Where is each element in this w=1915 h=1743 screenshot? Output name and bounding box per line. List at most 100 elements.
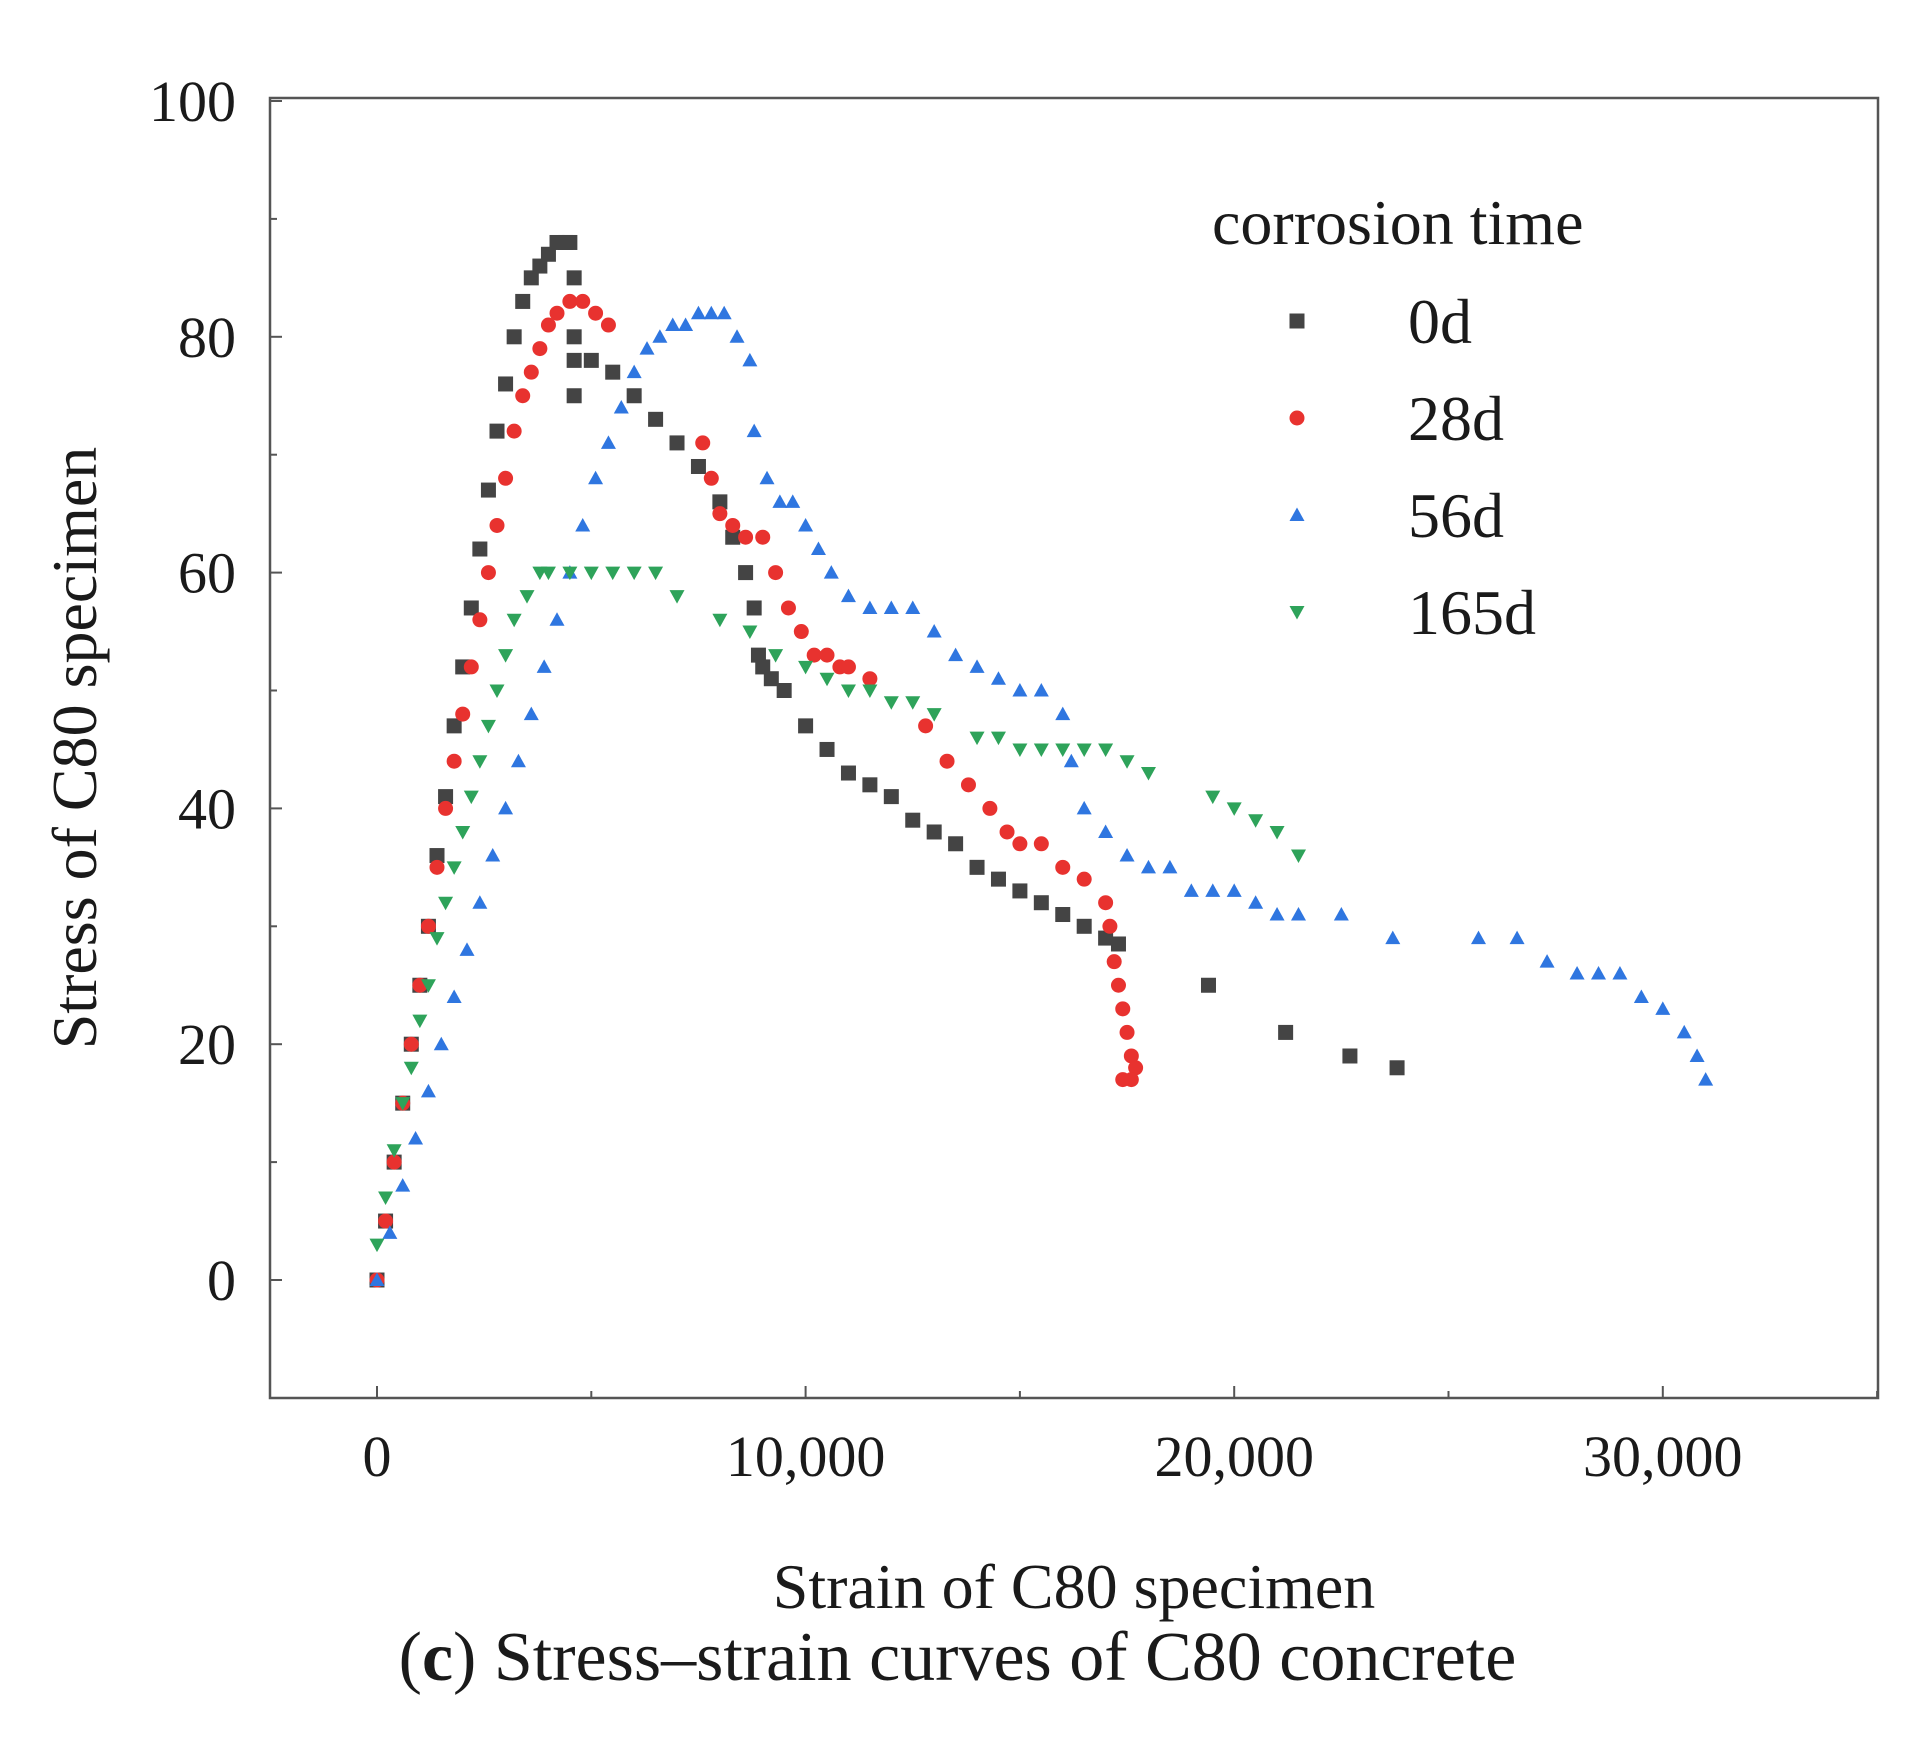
data-point <box>510 753 526 768</box>
data-point <box>798 517 814 532</box>
data-point <box>523 706 539 721</box>
y-tick-label: 60 <box>178 541 236 606</box>
data-point <box>690 305 706 320</box>
data-point <box>446 753 462 769</box>
data-point <box>823 565 839 579</box>
data-point <box>862 671 878 687</box>
data-point <box>926 624 942 638</box>
data-point <box>905 600 921 614</box>
data-point <box>583 352 599 368</box>
data-point <box>725 529 741 545</box>
data-point <box>1055 907 1071 923</box>
data-point <box>523 364 539 380</box>
data-point <box>1033 743 1049 757</box>
data-point <box>459 942 475 956</box>
data-point <box>420 1083 436 1098</box>
stress-strain-chart: 0 20 40 60 80 100 0 10,000 20,000 30,000 corrosi… <box>39 69 1880 1622</box>
plot-frame <box>268 96 1880 1400</box>
data-point <box>1569 965 1585 980</box>
data-point <box>605 566 621 581</box>
data-point <box>703 470 719 486</box>
data-point <box>1115 1001 1131 1017</box>
x-tick-label: 20,000 <box>1154 1424 1314 1489</box>
data-point <box>840 588 856 603</box>
data-point <box>768 565 784 581</box>
data-point <box>472 541 488 557</box>
data-point <box>1385 930 1401 945</box>
x-tick-label: 30,000 <box>1583 1424 1743 1489</box>
legend-label: 56d <box>1408 480 1504 551</box>
data-point <box>498 649 514 663</box>
caption-open-paren: ( <box>398 1619 422 1696</box>
data-point <box>1123 1072 1139 1088</box>
data-point <box>532 341 548 357</box>
data-point <box>489 423 505 439</box>
data-point <box>1119 1024 1135 1040</box>
data-point <box>506 423 522 439</box>
caption-close-paren: ) <box>453 1619 477 1696</box>
data-point <box>695 435 711 451</box>
data-point <box>948 836 964 852</box>
data-point <box>1110 977 1126 993</box>
data-point <box>519 590 535 604</box>
y-tick-label: 100 <box>149 69 236 134</box>
data-point <box>1205 790 1221 805</box>
data-point <box>862 600 878 614</box>
caption-text: Stress–strain curves of C80 concrete <box>476 1619 1517 1696</box>
data-point <box>746 423 762 438</box>
data-point <box>549 305 565 321</box>
data-point <box>840 684 856 698</box>
data-point <box>600 317 616 333</box>
data-point <box>862 684 878 698</box>
data-point <box>905 812 921 828</box>
data-point <box>562 566 578 581</box>
data-point <box>420 918 436 934</box>
data-point <box>982 800 998 816</box>
data-point <box>446 861 462 875</box>
data-point <box>819 741 835 757</box>
data-point <box>1128 1060 1144 1076</box>
data-point <box>1102 918 1118 934</box>
data-point <box>403 1061 419 1076</box>
data-point <box>669 590 685 604</box>
data-point <box>716 305 732 320</box>
data-point <box>429 932 445 946</box>
data-point <box>990 731 1006 746</box>
x-tick-label: 10,000 <box>726 1424 886 1489</box>
data-point <box>498 376 514 392</box>
data-point <box>1140 859 1156 874</box>
data-point <box>1076 800 1092 815</box>
data-point <box>540 566 556 581</box>
data-point <box>862 777 878 793</box>
data-point <box>1098 895 1114 911</box>
data-point <box>438 789 454 805</box>
data-point <box>588 470 604 485</box>
data-point <box>626 566 642 581</box>
data-point <box>755 529 771 545</box>
data-point <box>1655 1001 1671 1015</box>
legend-marker <box>1289 606 1305 620</box>
data-point <box>498 470 514 486</box>
data-point <box>429 848 445 864</box>
data-point <box>395 1178 411 1192</box>
data-point <box>969 859 985 875</box>
data-point <box>639 341 655 355</box>
data-point <box>1290 849 1306 864</box>
x-axis-label: Strain of C80 specimen <box>773 1551 1376 1622</box>
data-point <box>810 541 826 556</box>
data-point <box>755 659 771 675</box>
y-tick-label: 0 <box>207 1248 236 1313</box>
x-axis-ticks: 0 10,000 20,000 30,000 <box>363 1386 1879 1489</box>
data-point <box>1033 683 1049 697</box>
data-point <box>1055 706 1071 721</box>
data-point <box>1033 895 1049 911</box>
data-point <box>395 1097 411 1111</box>
data-point <box>883 696 899 710</box>
data-point <box>678 317 694 332</box>
data-point <box>480 565 496 581</box>
legend: corrosion time 0d 28d 56d 165d <box>1212 187 1583 648</box>
data-point <box>480 719 496 734</box>
data-point <box>382 1225 398 1239</box>
data-point <box>446 718 462 734</box>
data-point <box>1012 743 1028 757</box>
